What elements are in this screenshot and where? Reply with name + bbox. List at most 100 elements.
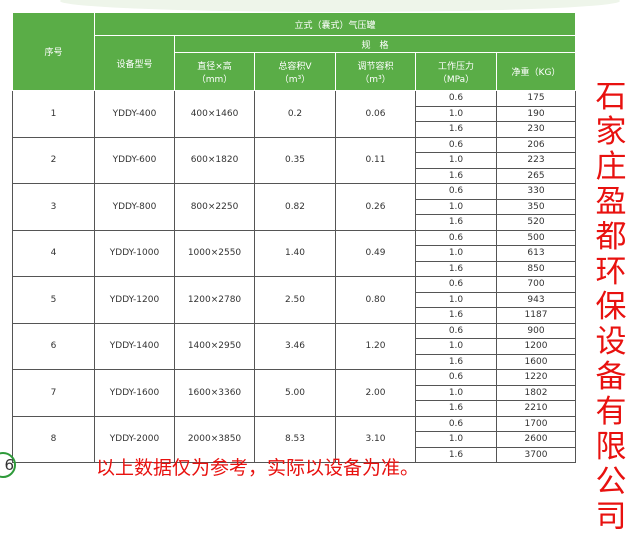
cell-pressure: 0.6: [415, 90, 497, 107]
table-row: 1.6 520: [13, 214, 576, 231]
cell-pressure: 0.6: [415, 136, 497, 153]
cell-weight: 520: [496, 214, 576, 231]
cell-pressure: 1.0: [415, 105, 497, 122]
company-char: 保: [595, 289, 627, 325]
cell-model: YDDY-1200: [94, 276, 175, 324]
cell-total-volume: 3.46: [254, 322, 336, 370]
table-row: 6 YDDY-1400 1400×2950 3.46 1.20 0.6 900: [12, 322, 576, 370]
company-char: 家: [595, 114, 627, 150]
cell-no: 2: [12, 136, 95, 184]
company-name: 石家庄盈都环保设备有限公司: [593, 80, 629, 535]
cell-weight: 223: [496, 152, 576, 169]
cell-pressure: 1.0: [415, 152, 497, 169]
cell-size: 1200×2780: [174, 276, 255, 324]
table-row: 1.6 1600: [13, 353, 576, 370]
cell-weight: 1187: [496, 307, 576, 324]
cell-size: 600×1820: [174, 136, 255, 184]
cell-total-volume: 1.40: [254, 229, 336, 277]
cell-pressure: 1.0: [415, 291, 497, 308]
cell-no: 1: [12, 90, 95, 138]
cell-adjust-volume: 0.06: [335, 90, 416, 138]
cell-pressure: 1.0: [415, 338, 497, 355]
company-char: 石: [595, 79, 627, 115]
cell-adjust-volume: 1.20: [335, 322, 416, 370]
page-number: 6: [0, 452, 16, 478]
cell-pressure: 1.6: [415, 400, 497, 417]
cell-adjust-volume: 0.80: [335, 276, 416, 324]
cell-weight: 1220: [496, 369, 576, 386]
cell-pressure: 1.6: [415, 167, 497, 184]
table-row: 2 YDDY-600 600×1820 0.35 0.11 0.6 206: [12, 136, 576, 184]
background-decoration: [60, 0, 620, 12]
cell-size: 400×1460: [174, 90, 255, 138]
table-row: 1.0 1200: [13, 338, 576, 355]
cell-weight: 1600: [496, 353, 576, 370]
cell-adjust-volume: 0.26: [335, 183, 416, 231]
cell-model: YDDY-1600: [94, 369, 175, 417]
cell-weight: 3700: [496, 446, 576, 463]
cell-pressure: 1.6: [415, 353, 497, 370]
table-row: 4 YDDY-1000 1000×2550 1.40 0.49 0.6 500: [12, 229, 576, 277]
cell-model: YDDY-1400: [94, 322, 175, 370]
cell-size: 1400×2950: [174, 322, 255, 370]
cell-pressure: 1.6: [415, 446, 497, 463]
cell-weight: 206: [496, 136, 576, 153]
cell-pressure: 1.0: [415, 431, 497, 448]
cell-weight: 175: [496, 90, 576, 107]
cell-weight: 500: [496, 229, 576, 246]
table-title: 立式（囊式）气压罐: [94, 12, 576, 36]
table-row: 1 YDDY-400 400×1460 0.2 0.06 0.6 175: [12, 90, 576, 138]
cell-size: 2000×3850: [174, 415, 255, 463]
cell-adjust-volume: 3.10: [335, 415, 416, 463]
cell-weight: 2210: [496, 400, 576, 417]
header-pressure: 工作压力 （MPa）: [415, 52, 497, 91]
cell-model: YDDY-400: [94, 90, 175, 138]
cell-pressure: 0.6: [415, 183, 497, 200]
cell-model: YDDY-800: [94, 183, 175, 231]
table-row: 1.0 943: [13, 291, 576, 308]
company-char: 备: [595, 359, 627, 395]
cell-no: 4: [12, 229, 95, 277]
cell-pressure: 1.6: [415, 214, 497, 231]
cell-pressure: 1.6: [415, 121, 497, 138]
cell-adjust-volume: 2.00: [335, 369, 416, 417]
cell-total-volume: 2.50: [254, 276, 336, 324]
header-model: 设备型号: [94, 35, 175, 91]
cell-weight: 1700: [496, 415, 576, 432]
cell-total-volume: 5.00: [254, 369, 336, 417]
spec-label: 规 格: [174, 35, 576, 53]
cell-adjust-volume: 0.49: [335, 229, 416, 277]
cell-weight: 1802: [496, 384, 576, 401]
cell-weight: 900: [496, 322, 576, 339]
cell-pressure: 0.6: [415, 322, 497, 339]
cell-pressure: 0.6: [415, 369, 497, 386]
cell-weight: 350: [496, 198, 576, 215]
cell-weight: 943: [496, 291, 576, 308]
table-row: 3 YDDY-800 800×2250 0.82 0.26 0.6 330: [12, 183, 576, 231]
company-char: 限: [595, 429, 627, 465]
header-no: 序号: [12, 12, 95, 91]
cell-no: 7: [12, 369, 95, 417]
header-weight: 净重（KG）: [496, 52, 576, 91]
cell-total-volume: 0.82: [254, 183, 336, 231]
cell-model: YDDY-2000: [94, 415, 175, 463]
cell-pressure: 1.0: [415, 384, 497, 401]
table-row: 7 YDDY-1600 1600×3360 5.00 2.00 0.6 1220: [12, 369, 576, 417]
table-row: 1.0 2600: [13, 431, 576, 448]
cell-weight: 1200: [496, 338, 576, 355]
cell-pressure: 0.6: [415, 229, 497, 246]
table-row: 5 YDDY-1200 1200×2780 2.50 0.80 0.6 700: [12, 276, 576, 324]
cell-total-volume: 0.2: [254, 90, 336, 138]
table-row: 8 YDDY-2000 2000×3850 8.53 3.10 0.6 1700: [12, 415, 576, 463]
header-total: 总容积V （m³）: [254, 52, 336, 91]
header-adjust: 调节容积 （m³）: [335, 52, 416, 91]
company-char: 盈: [595, 184, 627, 220]
cell-no: 3: [12, 183, 95, 231]
cell-weight: 330: [496, 183, 576, 200]
cell-weight: 700: [496, 276, 576, 293]
cell-pressure: 1.0: [415, 198, 497, 215]
company-char: 都: [595, 219, 627, 255]
cell-size: 1000×2550: [174, 229, 255, 277]
company-char: 公: [595, 464, 627, 500]
cell-no: 5: [12, 276, 95, 324]
